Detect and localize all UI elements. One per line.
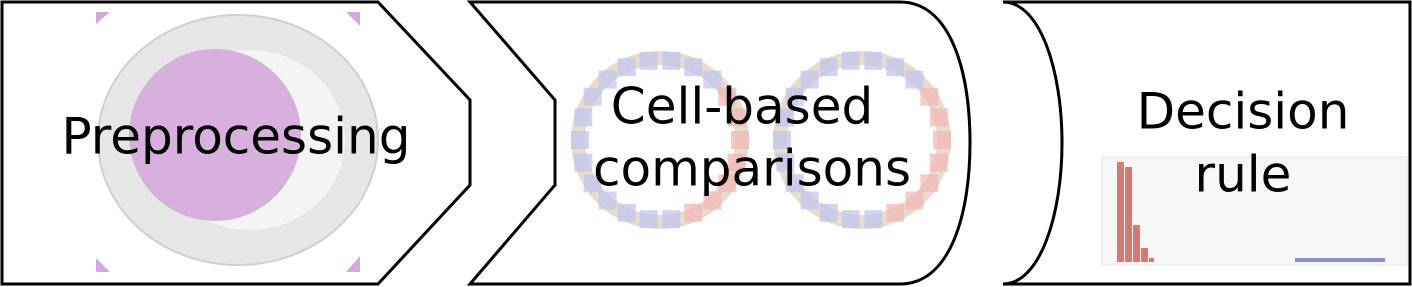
- cell: [617, 58, 636, 77]
- histogram-bar: [1125, 167, 1132, 262]
- cell: [920, 87, 939, 106]
- cell: [703, 191, 722, 210]
- cell: [905, 191, 924, 210]
- cell: [684, 203, 703, 222]
- corner-mark: [96, 12, 110, 24]
- roi-circle: [129, 49, 301, 221]
- corner-mark: [346, 12, 360, 26]
- cell: [598, 70, 617, 89]
- histogram-bar: [1141, 248, 1148, 262]
- cell: [929, 153, 948, 172]
- cell: [718, 174, 737, 193]
- step-label: Preprocessing: [62, 108, 411, 166]
- corner-mark: [96, 258, 110, 272]
- histogram-panel: [1101, 156, 1408, 266]
- cell: [886, 58, 905, 77]
- cell: [929, 108, 948, 127]
- cell: [703, 70, 722, 89]
- cell: [920, 174, 939, 193]
- cell: [785, 174, 804, 193]
- cell: [800, 191, 819, 210]
- cell: [864, 51, 883, 70]
- corner-mark: [346, 256, 360, 272]
- cell: [574, 108, 593, 127]
- cell: [731, 131, 749, 149]
- cell: [662, 51, 681, 70]
- cell: [773, 131, 791, 149]
- cell: [785, 87, 804, 106]
- cell: [886, 203, 905, 222]
- cell: [583, 174, 602, 193]
- cell: [639, 210, 658, 229]
- step-label: comparisons: [593, 140, 911, 198]
- histogram-bar: [1295, 258, 1385, 262]
- histogram-bar: [1117, 162, 1124, 262]
- step-cell-comparisons: Cell-based comparisons: [466, 0, 972, 286]
- cell: [776, 108, 795, 127]
- histogram-bar: [1133, 225, 1140, 262]
- cell: [800, 70, 819, 89]
- histogram-bar: [1149, 258, 1154, 262]
- step-preprocessing: Preprocessing: [0, 0, 472, 286]
- step-label: Decision: [1137, 83, 1350, 141]
- cell: [819, 203, 838, 222]
- cell: [617, 203, 636, 222]
- cell: [571, 131, 589, 149]
- cell: [841, 51, 860, 70]
- cell: [933, 131, 951, 149]
- step-label: Cell-based: [611, 78, 873, 136]
- cell: [727, 108, 746, 127]
- cell: [639, 51, 658, 70]
- cell: [662, 210, 681, 229]
- cell: [598, 191, 617, 210]
- cell: [684, 58, 703, 77]
- cell-grid: [571, 51, 951, 229]
- cell: [864, 210, 883, 229]
- cell: [905, 70, 924, 89]
- cell: [574, 153, 593, 172]
- cell: [841, 210, 860, 229]
- step-label: rule: [1195, 146, 1292, 204]
- cell: [819, 58, 838, 77]
- cell: [583, 87, 602, 106]
- cell: [727, 153, 746, 172]
- cell: [776, 153, 795, 172]
- cell: [718, 87, 737, 106]
- step-decision-rule: Decision rule: [1002, 0, 1412, 286]
